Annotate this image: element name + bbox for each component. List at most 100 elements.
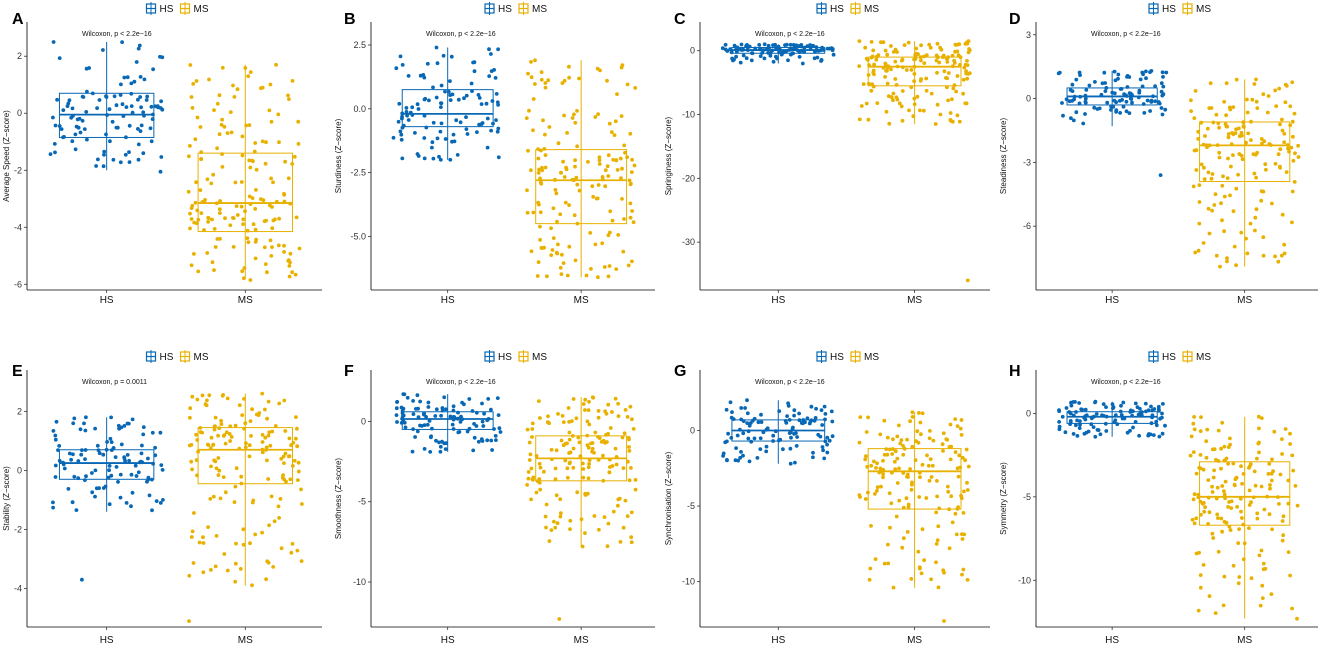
- data-point: [966, 50, 971, 55]
- data-point: [865, 464, 870, 469]
- data-point: [537, 399, 541, 403]
- data-point: [870, 54, 875, 59]
- data-point: [1202, 165, 1206, 170]
- data-point: [401, 413, 406, 418]
- data-point: [1222, 99, 1227, 104]
- data-point: [868, 566, 873, 571]
- group-ms: [1189, 77, 1301, 269]
- data-point: [567, 75, 571, 80]
- data-point: [866, 81, 871, 86]
- data-point: [590, 449, 594, 454]
- data-point: [1194, 168, 1199, 172]
- data-point: [241, 527, 246, 532]
- data-point: [814, 406, 818, 411]
- data-point: [214, 534, 219, 538]
- data-point: [632, 163, 637, 168]
- data-point: [567, 437, 572, 442]
- data-point: [1260, 596, 1265, 600]
- data-point: [1192, 415, 1196, 419]
- data-point: [1214, 253, 1219, 258]
- data-point: [601, 478, 606, 483]
- data-point: [248, 202, 253, 207]
- data-point: [864, 430, 869, 434]
- data-point: [889, 501, 894, 506]
- data-point: [241, 542, 246, 547]
- data-point: [559, 272, 564, 276]
- data-point: [1284, 84, 1289, 88]
- data-point: [1196, 248, 1201, 253]
- data-point: [558, 265, 563, 270]
- data-point: [554, 493, 559, 498]
- data-point: [560, 81, 565, 85]
- data-point: [190, 394, 195, 399]
- data-point: [960, 532, 964, 536]
- data-point: [537, 480, 542, 485]
- data-point: [1290, 189, 1295, 194]
- data-point: [567, 420, 571, 424]
- data-point: [909, 68, 914, 72]
- data-point: [1267, 461, 1272, 466]
- data-point: [1192, 521, 1197, 526]
- data-point: [489, 52, 493, 56]
- data-point: [233, 423, 238, 428]
- data-point: [51, 505, 55, 510]
- data-point: [490, 99, 495, 103]
- data-point: [607, 264, 612, 268]
- data-point: [1231, 461, 1236, 466]
- data-point: [238, 567, 243, 571]
- data-point: [85, 137, 89, 142]
- data-point: [745, 421, 750, 425]
- data-point: [247, 194, 252, 199]
- data-point: [1094, 412, 1099, 416]
- data-point: [1064, 97, 1069, 102]
- data-point: [252, 149, 257, 154]
- group-ms: [525, 395, 638, 621]
- data-point: [139, 105, 144, 110]
- data-point: [1259, 548, 1264, 553]
- data-point: [929, 91, 934, 96]
- data-point: [1160, 415, 1164, 420]
- data-point: [802, 45, 807, 50]
- data-point: [958, 55, 963, 60]
- data-point: [410, 449, 415, 454]
- data-point: [597, 155, 602, 160]
- data-point: [1210, 172, 1215, 176]
- y-tick-label: -5.0: [350, 231, 366, 241]
- data-point: [1071, 413, 1076, 418]
- data-point: [246, 240, 251, 245]
- data-point: [881, 40, 886, 45]
- data-point: [934, 58, 939, 63]
- data-point: [281, 454, 286, 459]
- data-point: [774, 46, 778, 50]
- data-point: [195, 115, 200, 120]
- data-point: [775, 56, 779, 61]
- x-tick-label: HS: [1105, 295, 1119, 306]
- data-point: [462, 402, 466, 407]
- data-point: [287, 97, 291, 101]
- data-point: [1081, 121, 1086, 126]
- data-point: [628, 182, 633, 187]
- data-point: [605, 440, 609, 444]
- data-point: [456, 410, 460, 415]
- data-point: [618, 540, 623, 544]
- data-point: [627, 445, 631, 449]
- data-point: [1226, 135, 1231, 140]
- data-point: [1222, 229, 1226, 234]
- data-point: [927, 42, 932, 47]
- data-point: [197, 540, 202, 545]
- data-point: [1067, 410, 1072, 414]
- data-point: [53, 475, 58, 479]
- data-point: [411, 412, 416, 416]
- data-point: [1153, 99, 1157, 104]
- data-point: [937, 60, 942, 65]
- data-point: [80, 448, 84, 452]
- y-tick-label: -2: [14, 525, 22, 535]
- data-point: [431, 85, 435, 90]
- data-point: [899, 104, 904, 109]
- data-point: [607, 470, 612, 475]
- data-point: [734, 54, 738, 59]
- data-point: [1160, 431, 1165, 436]
- data-point: [965, 278, 970, 283]
